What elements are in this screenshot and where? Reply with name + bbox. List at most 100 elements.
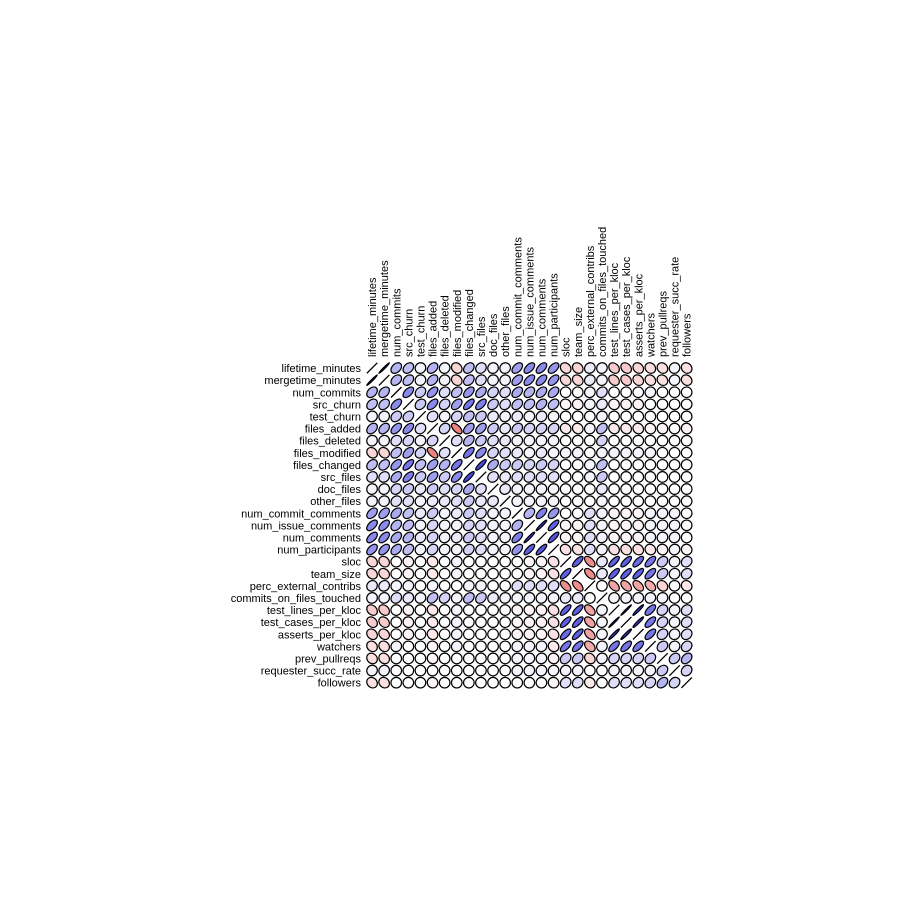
- correlation-ellipse: [608, 374, 620, 387]
- correlation-ellipse: [535, 362, 548, 374]
- correlation-ellipse: [644, 458, 657, 471]
- correlation-ellipse: [656, 592, 669, 604]
- correlation-ellipse: [475, 386, 487, 399]
- correlation-ellipse: [462, 422, 475, 435]
- correlation-ellipse: [414, 628, 427, 641]
- correlation-ellipse: [632, 519, 645, 532]
- correlation-ellipse: [426, 652, 439, 665]
- correlation-ellipse: [366, 507, 378, 520]
- correlation-ellipse: [583, 410, 596, 423]
- correlation-ellipse: [487, 640, 499, 653]
- correlation-ellipse: [438, 422, 451, 435]
- correlation-ellipse: [608, 422, 620, 435]
- diagonal-cell: [451, 447, 463, 459]
- correlation-ellipse: [547, 483, 560, 495]
- correlation-ellipse: [523, 507, 536, 520]
- correlation-ellipse: [390, 531, 403, 544]
- correlation-ellipse: [499, 567, 512, 580]
- correlation-ellipse: [366, 398, 378, 411]
- correlation-ellipse: [366, 628, 378, 641]
- correlation-ellipse: [499, 616, 512, 629]
- correlation-ellipse: [366, 579, 378, 592]
- correlation-ellipse: [535, 374, 548, 387]
- correlation-ellipse: [390, 410, 403, 423]
- correlation-ellipse: [475, 664, 487, 677]
- correlation-ellipse: [547, 664, 560, 677]
- correlation-ellipse: [608, 640, 620, 653]
- correlation-ellipse: [620, 362, 633, 374]
- correlation-ellipse: [596, 567, 608, 580]
- column-label: src_files: [476, 316, 488, 357]
- column-label: test_churn: [415, 306, 427, 357]
- correlation-ellipse: [620, 458, 633, 471]
- correlation-ellipse: [450, 458, 463, 471]
- correlation-ellipse: [535, 628, 548, 641]
- correlation-ellipse: [366, 519, 378, 532]
- correlation-ellipse: [414, 531, 427, 544]
- row-label: test_churn: [310, 411, 361, 423]
- diagonal-cell: [547, 543, 560, 556]
- correlation-ellipse: [462, 604, 475, 616]
- correlation-ellipse: [632, 386, 645, 399]
- correlation-ellipse: [426, 446, 439, 459]
- correlation-ellipse: [523, 652, 536, 665]
- row-label: followers: [318, 678, 362, 690]
- correlation-ellipse: [620, 664, 633, 677]
- correlation-ellipse: [608, 362, 620, 374]
- correlation-ellipse: [644, 531, 657, 544]
- correlation-ellipse: [378, 664, 391, 677]
- correlation-ellipse: [499, 592, 512, 604]
- correlation-ellipse: [414, 458, 427, 471]
- correlation-ellipse: [511, 664, 524, 677]
- column-label: num_issue_comments: [524, 246, 536, 357]
- diagonal-cell: [572, 568, 584, 580]
- correlation-ellipse: [571, 664, 584, 677]
- correlation-ellipse: [511, 519, 524, 532]
- correlation-ellipse: [390, 640, 403, 653]
- correlation-ellipse: [402, 386, 415, 399]
- correlation-ellipse: [378, 604, 391, 616]
- diagonal-cell: [559, 555, 572, 568]
- correlation-ellipse: [450, 410, 463, 423]
- correlation-ellipse: [378, 458, 391, 471]
- correlation-ellipse: [632, 664, 645, 677]
- correlation-ellipse: [547, 592, 560, 604]
- correlation-ellipse: [596, 483, 608, 495]
- correlation-ellipse: [402, 628, 415, 641]
- correlation-ellipse: [402, 374, 415, 387]
- column-label: files_deleted: [440, 295, 452, 357]
- correlation-ellipse: [378, 555, 391, 568]
- correlation-ellipse: [644, 422, 657, 435]
- correlation-ellipse: [487, 507, 499, 520]
- correlation-ellipse: [487, 422, 499, 435]
- correlation-ellipse: [547, 507, 560, 520]
- correlation-ellipse: [523, 676, 536, 689]
- correlation-ellipse: [596, 616, 608, 629]
- correlation-ellipse: [414, 579, 427, 592]
- correlation-ellipse: [511, 640, 524, 653]
- correlation-ellipse: [656, 386, 669, 399]
- diagonal-cell: [499, 495, 511, 507]
- diagonal-cell: [668, 664, 681, 677]
- correlation-ellipse: [571, 422, 584, 435]
- correlation-ellipse: [583, 434, 596, 447]
- diagonal-cell: [487, 483, 499, 495]
- correlation-ellipse: [620, 386, 633, 399]
- correlation-ellipse: [644, 628, 657, 641]
- correlation-ellipse: [438, 604, 451, 616]
- correlation-ellipse: [402, 579, 415, 592]
- correlation-ellipse: [378, 616, 391, 629]
- correlation-ellipse: [499, 507, 512, 520]
- row-label: perc_external_contribs: [250, 581, 362, 593]
- correlation-ellipse: [511, 374, 524, 387]
- correlation-ellipse: [620, 495, 633, 508]
- correlation-ellipse: [620, 434, 633, 447]
- correlation-ellipse: [583, 362, 596, 374]
- row-label: num_commit_comments: [241, 508, 361, 520]
- correlation-ellipse: [668, 543, 681, 556]
- correlation-ellipse: [487, 434, 499, 447]
- correlation-ellipse: [583, 676, 596, 689]
- correlation-ellipse: [535, 567, 548, 580]
- correlation-ellipse: [668, 628, 681, 641]
- correlation-ellipse: [680, 471, 693, 483]
